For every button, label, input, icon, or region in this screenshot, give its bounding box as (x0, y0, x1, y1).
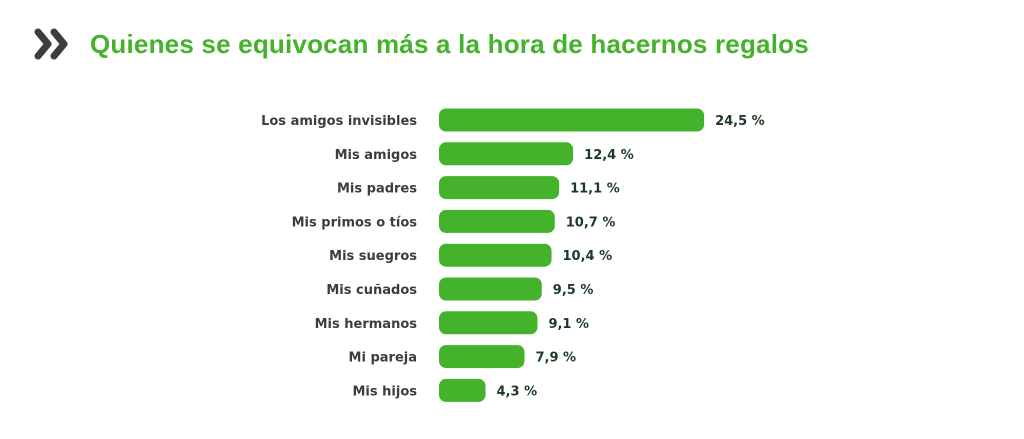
double-chevron-right-icon (34, 28, 68, 60)
category-label: Mis primos o tíos (292, 215, 418, 230)
bar (439, 277, 542, 301)
bar (439, 142, 574, 166)
data-label: 12,4 % (584, 148, 634, 163)
bar (439, 311, 538, 335)
category-label: Mis cuñados (326, 283, 417, 298)
category-label: Mis hijos (353, 384, 418, 399)
page-title: Quienes se equivocan más a la hora de ha… (90, 28, 809, 59)
category-label: Mis suegros (329, 249, 417, 264)
category-label: Mis padres (337, 182, 417, 197)
bar (439, 108, 705, 132)
data-label: 9,5 % (553, 283, 594, 298)
header: Quienes se equivocan más a la hora de ha… (34, 24, 809, 64)
category-label: Los amigos invisibles (261, 114, 417, 129)
data-label: 10,7 % (566, 215, 616, 230)
category-label: Mis hermanos (315, 317, 418, 332)
bar (439, 209, 555, 233)
data-label: 7,9 % (535, 351, 576, 366)
bar (439, 345, 525, 369)
data-label: 9,1 % (548, 317, 589, 332)
data-label: 24,5 % (715, 114, 765, 129)
data-label: 4,3 % (497, 384, 538, 399)
data-label: 11,1 % (570, 182, 620, 197)
bar (439, 378, 486, 402)
category-label: Mis amigos (335, 148, 418, 163)
category-label: Mi pareja (349, 351, 417, 366)
data-label: 10,4 % (563, 249, 613, 264)
bar (439, 176, 560, 200)
bar (439, 243, 552, 267)
